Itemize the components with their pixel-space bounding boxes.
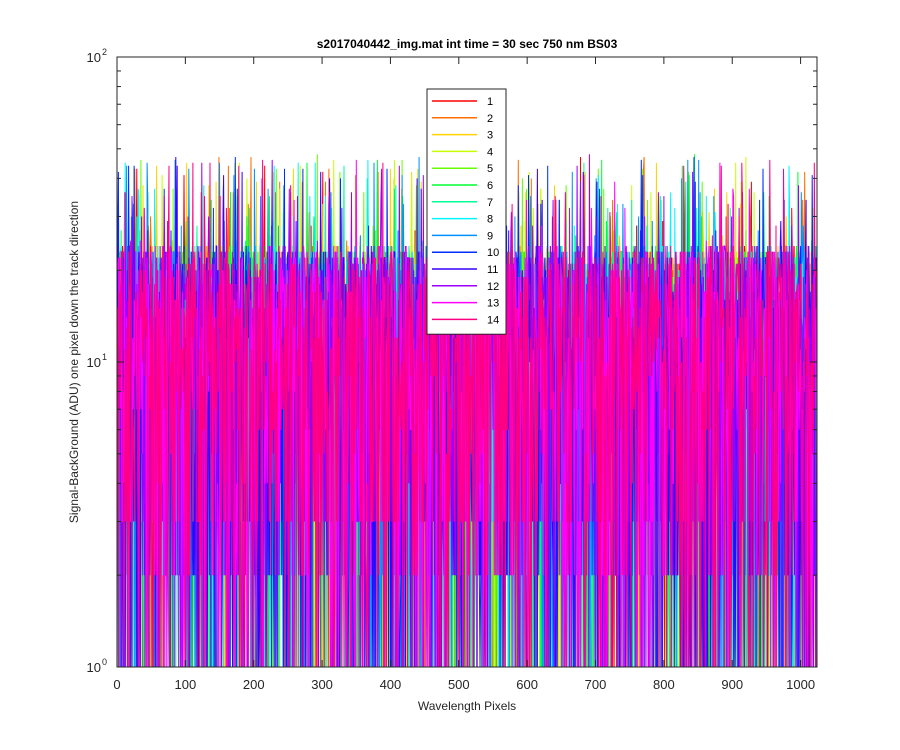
y-tick-label: 10	[87, 50, 101, 65]
x-tick-label: 400	[380, 677, 402, 692]
x-axis: 0 100 200 300 400 500 600 700 800 900 1000	[113, 57, 815, 692]
legend-box	[426, 88, 507, 335]
y-tick-label: 10	[87, 660, 101, 675]
y-tick-exponent: 2	[102, 47, 107, 57]
x-tick-label: 0	[113, 677, 120, 692]
x-tick-label: 700	[585, 677, 607, 692]
legend-label: 13	[487, 298, 499, 310]
x-tick-label: 600	[516, 677, 538, 692]
x-tick-label: 800	[653, 677, 675, 692]
legend-label: 4	[487, 146, 493, 158]
x-tick-label: 200	[243, 677, 265, 692]
x-tick-label: 100	[175, 677, 197, 692]
legend-label: 10	[487, 247, 499, 259]
legend-label: 2	[487, 113, 493, 125]
x-tick-label: 900	[721, 677, 743, 692]
legend-label: 5	[487, 163, 493, 175]
legend-label: 12	[487, 281, 499, 293]
series-line-14	[117, 159, 817, 667]
x-axis-label: Wavelength Pixels	[418, 699, 516, 713]
x-tick-label: 300	[311, 677, 333, 692]
legend-label: 8	[487, 214, 493, 226]
legend-label: 6	[487, 180, 493, 192]
x-tick-label: 1000	[786, 677, 815, 692]
y-axis-label: Signal-BackGround (ADU) one pixel down t…	[67, 201, 81, 523]
legend-label: 1	[487, 96, 493, 108]
legend-label: 11	[487, 264, 498, 276]
legend-label: 9	[487, 230, 493, 242]
legend-label: 14	[487, 314, 499, 326]
series-layer	[117, 154, 817, 667]
y-tick-label: 10	[87, 355, 101, 370]
legend-label: 3	[487, 130, 493, 142]
y-tick-exponent: 0	[102, 657, 107, 667]
legend-label: 7	[487, 197, 493, 209]
chart-title: s2017040442_img.mat int time = 30 sec 75…	[317, 37, 618, 51]
y-tick-exponent: 1	[102, 352, 107, 362]
x-tick-label: 500	[448, 677, 470, 692]
